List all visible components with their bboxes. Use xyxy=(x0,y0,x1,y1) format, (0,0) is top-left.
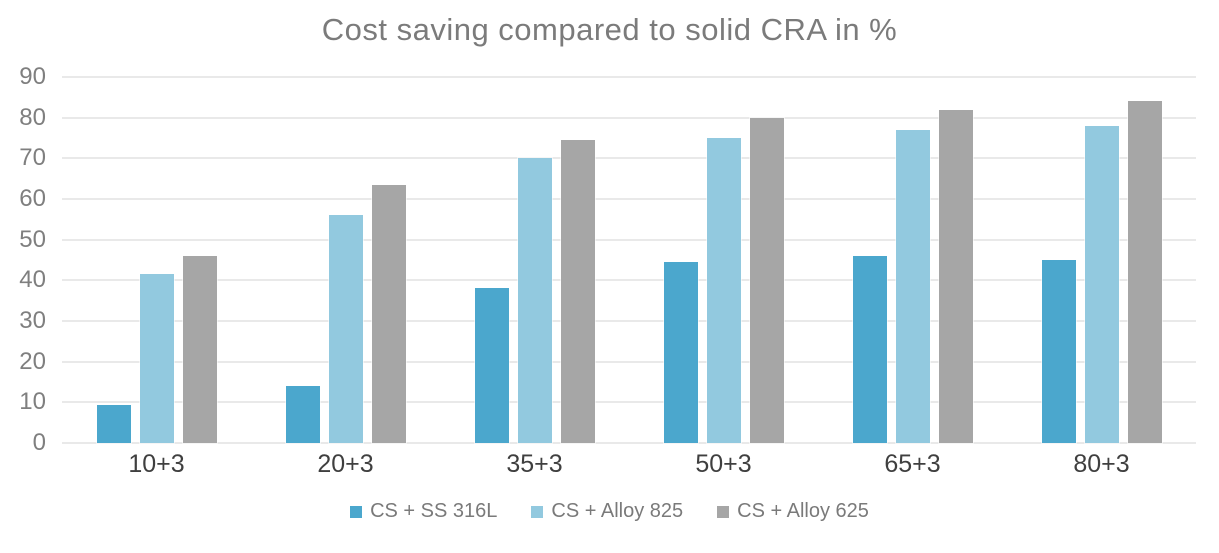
y-tick-label-90: 90 xyxy=(19,63,46,90)
bar-cs-+-ss-316l-65+3 xyxy=(852,255,887,443)
y-tick-label-50: 50 xyxy=(19,225,46,253)
legend-label: CS + Alloy 825 xyxy=(551,500,684,522)
bar-cs-+-alloy-825-10+3 xyxy=(139,274,174,443)
gridline-10 xyxy=(62,401,1196,404)
gridline-40 xyxy=(62,279,1196,282)
gridline-90 xyxy=(62,76,1196,78)
bar-cs-+-ss-316l-80+3 xyxy=(1041,260,1076,443)
bar-cs-+-alloy-825-20+3 xyxy=(328,215,363,443)
bar-cs-+-alloy-825-65+3 xyxy=(895,129,930,443)
x-axis: 10+3 20+3 35+3 50+3 65+3 80+3 xyxy=(62,450,1196,482)
legend-swatch-icon xyxy=(717,505,730,518)
x-tick-label-80+3: 80+3 xyxy=(1073,450,1130,478)
x-tick-label-50+3: 50+3 xyxy=(695,450,752,478)
bar-group-35+3 xyxy=(474,77,595,443)
chart-title: Cost saving compared to solid CRA in % xyxy=(321,12,898,47)
gridline-30 xyxy=(62,320,1196,322)
legend-item-cs-+-alloy-625: CS + Alloy 625 xyxy=(717,500,869,523)
bar-cs-+-alloy-625-35+3 xyxy=(560,140,595,443)
bar-cs-+-alloy-825-35+3 xyxy=(517,158,552,443)
bar-cs-+-ss-316l-10+3 xyxy=(96,405,131,443)
legend-swatch-icon xyxy=(350,505,363,518)
bar-cs-+-ss-316l-35+3 xyxy=(474,288,509,443)
x-tick-label-10+3: 10+3 xyxy=(128,450,185,478)
legend-item-cs-+-alloy-825: CS + Alloy 825 xyxy=(531,500,683,523)
y-tick-label-0: 0 xyxy=(32,429,46,456)
legend-swatch-icon xyxy=(531,505,544,518)
y-tick-label-30: 30 xyxy=(19,307,46,334)
gridline-60 xyxy=(62,198,1196,200)
legend-label: CS + SS 316L xyxy=(370,500,498,522)
x-tick-label-20+3: 20+3 xyxy=(317,450,374,478)
gridline-70 xyxy=(62,157,1196,160)
x-tick-label-65+3: 65+3 xyxy=(884,450,941,478)
gridline-0 xyxy=(62,442,1196,444)
gridline-20 xyxy=(62,360,1196,363)
y-axis: 0 10 20 30 40 50 60 70 80 90 xyxy=(0,65,46,455)
legend-label: CS + Alloy 625 xyxy=(737,500,869,522)
y-tick-label-60: 60 xyxy=(19,185,46,212)
bar-cs-+-ss-316l-50+3 xyxy=(663,262,698,443)
bar-cs-+-alloy-625-50+3 xyxy=(749,117,784,443)
bar-group-20+3 xyxy=(285,77,406,443)
bar-cs-+-alloy-825-50+3 xyxy=(706,138,741,443)
bar-group-50+3 xyxy=(663,77,784,443)
y-tick-label-20: 20 xyxy=(19,347,46,375)
y-tick-label-70: 70 xyxy=(19,144,46,172)
y-tick-label-80: 80 xyxy=(19,103,46,131)
bar-group-10+3 xyxy=(96,77,217,443)
bar-cs-+-alloy-625-65+3 xyxy=(938,109,973,443)
bar-cs-+-alloy-625-10+3 xyxy=(182,255,217,443)
x-tick-label-35+3: 35+3 xyxy=(506,450,563,478)
bar-cs-+-alloy-625-20+3 xyxy=(371,184,406,443)
bar-cs-+-alloy-825-80+3 xyxy=(1084,125,1119,443)
gridline-50 xyxy=(62,238,1196,241)
legend-item-cs-+-ss-316l: CS + SS 316L xyxy=(350,500,497,523)
y-tick-label-10: 10 xyxy=(19,388,46,416)
legend: CS + SS 316L CS + Alloy 825 CS + Alloy 625 xyxy=(0,500,1219,523)
plot-area xyxy=(62,76,1196,444)
gridline-80 xyxy=(62,116,1196,119)
bar-cs-+-alloy-625-80+3 xyxy=(1127,101,1162,443)
bar-group-65+3 xyxy=(852,77,973,443)
y-tick-label-40: 40 xyxy=(19,266,46,294)
bar-group-80+3 xyxy=(1041,77,1162,443)
bar-cs-+-ss-316l-20+3 xyxy=(285,386,320,443)
